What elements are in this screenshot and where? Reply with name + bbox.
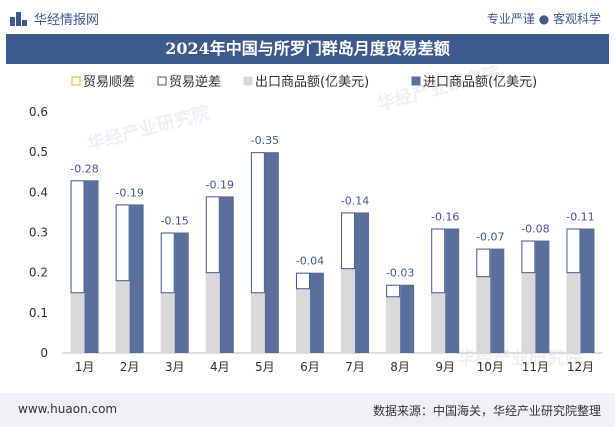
deficit-data-label: -0.16 — [431, 210, 459, 223]
y-tick-label: 0 — [40, 346, 48, 360]
export-bar — [205, 272, 220, 353]
deficit-data-label: -0.19 — [206, 178, 234, 191]
x-tick-label: 2月 — [120, 360, 140, 374]
legend-deficit-label: 贸易逆差 — [169, 74, 221, 90]
deficit-bar — [521, 240, 536, 274]
footer-url[interactable]: www.huaon.com — [18, 402, 118, 416]
y-tick-label: 0.6 — [29, 105, 48, 119]
export-bar — [250, 292, 265, 353]
import-bar — [129, 204, 144, 353]
deficit-bar — [386, 284, 401, 298]
brand-name: 华经情报网 — [34, 13, 100, 28]
import-bar — [84, 180, 99, 353]
x-tick-label: 6月 — [300, 360, 320, 374]
x-tick-label: 5月 — [255, 360, 275, 374]
tagline: 专业严谨 ● 客观科学 — [486, 12, 601, 26]
legend-import-label: 进口商品额(亿美元) — [423, 75, 537, 90]
legend-surplus-label: 贸易顺差 — [83, 75, 135, 90]
y-tick-label: 0.1 — [29, 306, 48, 320]
deficit-bar — [160, 232, 175, 294]
legend-import-swatch — [411, 76, 421, 86]
deficit-bar — [431, 228, 446, 294]
deficit-bar — [295, 272, 310, 290]
data-source: 数据来源：中国海关，华经产业研究院整理 — [372, 404, 601, 418]
deficit-data-label: -0.15 — [160, 215, 188, 228]
deficit-data-label: -0.04 — [296, 255, 324, 268]
x-tick-label: 12月 — [567, 360, 594, 374]
import-bar — [355, 212, 370, 353]
y-tick-label: 0.5 — [29, 145, 48, 159]
deficit-bar — [205, 196, 220, 274]
deficit-bar — [566, 228, 581, 274]
import-bar — [264, 152, 279, 353]
legend-deficit-swatch — [157, 76, 167, 86]
deficit-data-label: -0.08 — [521, 223, 549, 236]
export-bar — [431, 292, 446, 353]
logo-bars-icon — [10, 11, 28, 26]
x-tick-label: 3月 — [165, 360, 185, 374]
import-bar — [309, 272, 324, 353]
title-bar: 2024年中国与所罗门群岛月度贸易差额 — [6, 34, 609, 64]
deficit-data-label: -0.03 — [386, 267, 414, 280]
deficit-data-label: -0.11 — [566, 210, 594, 223]
deficit-data-label: -0.35 — [251, 134, 279, 147]
export-bar — [115, 280, 130, 353]
chart-title: 2024年中国与所罗门群岛月度贸易差额 — [165, 39, 450, 58]
import-bar — [400, 284, 415, 353]
export-bar — [566, 272, 581, 353]
import-bar — [490, 248, 505, 353]
legend-export-swatch — [243, 76, 253, 86]
deficit-bar — [70, 180, 85, 294]
watermark-text: 华经产业研究院 — [85, 101, 212, 155]
export-bar — [295, 288, 310, 353]
deficit-data-label: -0.07 — [476, 231, 504, 244]
deficit-bar — [341, 212, 356, 270]
y-tick-label: 0.2 — [29, 266, 48, 280]
export-bar — [70, 292, 85, 353]
import-bar — [535, 240, 550, 353]
deficit-data-label: -0.28 — [70, 162, 98, 175]
brand-logo[interactable]: 华经情报网 — [10, 9, 99, 28]
deficit-bar — [476, 248, 491, 278]
x-tick-label: 4月 — [210, 360, 230, 374]
x-tick-label: 8月 — [390, 360, 410, 374]
import-bar — [580, 228, 595, 353]
export-bar — [160, 292, 175, 353]
export-bar — [476, 276, 491, 353]
export-bar — [521, 272, 536, 353]
deficit-data-label: -0.14 — [341, 194, 369, 207]
y-tick-label: 0.3 — [29, 226, 48, 240]
deficit-bar — [115, 204, 130, 282]
deficit-data-label: -0.19 — [115, 186, 143, 199]
x-tick-label: 9月 — [435, 360, 455, 374]
legend-export-label: 出口商品额(亿美元) — [255, 75, 369, 90]
x-tick-label: 11月 — [522, 360, 549, 374]
import-bar — [219, 196, 234, 353]
x-tick-label: 7月 — [345, 360, 365, 374]
export-bar — [341, 268, 356, 353]
deficit-bar — [250, 152, 265, 294]
y-tick-label: 0.4 — [29, 185, 48, 199]
import-bar — [445, 228, 460, 353]
top-bar: 华经情报网 专业严谨 ● 客观科学 — [0, 0, 615, 34]
x-tick-label: 1月 — [75, 360, 95, 374]
x-tick-label: 10月 — [477, 360, 504, 374]
legend-surplus-swatch — [71, 76, 81, 86]
import-bar — [174, 232, 189, 353]
footer: www.huaon.com 数据来源：中国海关，华经产业研究院整理 — [0, 393, 615, 427]
export-bar — [386, 296, 401, 353]
